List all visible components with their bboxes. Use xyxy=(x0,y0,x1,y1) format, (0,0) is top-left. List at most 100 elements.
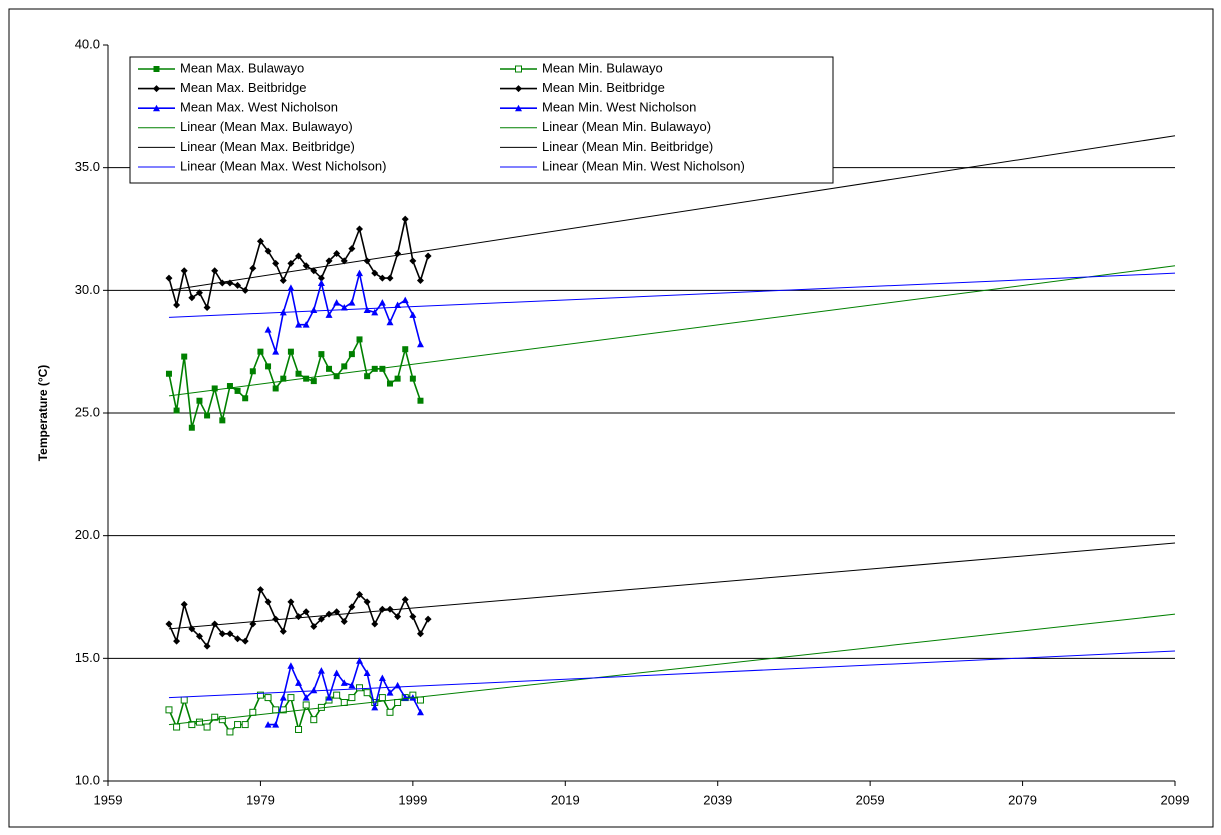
marker xyxy=(188,294,196,302)
marker xyxy=(153,85,160,93)
marker xyxy=(264,326,272,333)
marker xyxy=(317,274,325,282)
legend-box xyxy=(129,56,834,184)
marker xyxy=(317,615,325,623)
legend-label: Linear (Mean Min. Bulawayo) xyxy=(542,119,711,134)
marker xyxy=(325,694,333,701)
marker xyxy=(249,264,257,272)
series-line xyxy=(168,613,1176,726)
marker xyxy=(173,301,181,309)
legend: Mean Max. Bulawayo Mean Min. Bulawayo Mean… xyxy=(129,56,834,184)
marker xyxy=(242,395,249,402)
marker xyxy=(333,691,341,699)
marker xyxy=(371,703,379,711)
marker xyxy=(416,696,424,704)
marker xyxy=(219,417,226,424)
marker xyxy=(264,598,272,606)
marker xyxy=(211,620,219,628)
marker xyxy=(317,279,325,286)
marker xyxy=(195,718,203,726)
marker xyxy=(310,716,318,724)
marker xyxy=(363,306,371,313)
marker xyxy=(272,259,280,267)
marker xyxy=(279,277,287,285)
marker xyxy=(287,259,295,267)
legend-label: Mean Min. West Nicholson xyxy=(542,100,696,115)
legend-label: Linear (Mean Max. Beitbridge) xyxy=(180,139,355,154)
marker xyxy=(364,373,371,380)
marker xyxy=(416,277,424,285)
series-line xyxy=(168,542,1176,630)
marker xyxy=(272,615,280,623)
marker xyxy=(409,257,417,265)
marker xyxy=(173,637,181,645)
marker xyxy=(386,380,393,387)
marker xyxy=(401,595,409,603)
y-tick-label: 25.0 xyxy=(75,404,100,419)
marker xyxy=(265,363,272,370)
y-tick-label: 15.0 xyxy=(75,650,100,665)
marker xyxy=(302,608,310,616)
marker xyxy=(356,591,364,599)
marker xyxy=(295,370,302,377)
marker xyxy=(401,296,409,304)
series-line xyxy=(168,650,1176,699)
marker xyxy=(325,610,333,618)
marker xyxy=(295,252,303,260)
marker xyxy=(249,708,257,716)
marker xyxy=(203,723,211,731)
marker xyxy=(386,318,394,326)
marker xyxy=(272,706,280,714)
marker xyxy=(386,689,394,696)
marker xyxy=(348,603,356,611)
marker xyxy=(173,407,180,414)
marker xyxy=(348,245,356,253)
marker xyxy=(226,728,234,736)
marker xyxy=(363,669,371,677)
marker xyxy=(340,698,348,706)
marker xyxy=(204,412,211,419)
marker xyxy=(211,385,218,392)
marker xyxy=(326,365,333,372)
legend-label: Linear (Mean Max. Bulawayo) xyxy=(180,119,353,134)
marker xyxy=(394,613,402,621)
x-tick-label: 2059 xyxy=(856,792,885,807)
y-axis-label: Temperature (°C) xyxy=(36,365,50,462)
marker xyxy=(333,299,341,306)
marker xyxy=(378,299,386,306)
marker xyxy=(249,368,256,375)
marker xyxy=(165,620,173,628)
marker xyxy=(409,613,417,621)
marker xyxy=(348,694,356,702)
x-tick-label: 2099 xyxy=(1161,792,1190,807)
marker xyxy=(310,267,318,275)
x-tick-label: 1999 xyxy=(398,792,427,807)
x-tick-label: 2019 xyxy=(551,792,580,807)
marker xyxy=(363,689,371,697)
marker xyxy=(287,284,295,291)
x-tick-label: 1979 xyxy=(246,792,275,807)
marker xyxy=(340,304,348,311)
y-tick-label: 10.0 xyxy=(75,772,100,787)
marker xyxy=(180,600,188,608)
marker xyxy=(295,321,303,328)
marker xyxy=(317,667,325,674)
marker xyxy=(424,615,432,623)
marker xyxy=(173,723,181,731)
marker xyxy=(279,694,287,701)
marker xyxy=(280,375,287,382)
marker xyxy=(348,681,356,689)
marker xyxy=(218,716,226,724)
marker xyxy=(409,311,417,318)
marker xyxy=(356,657,364,664)
marker xyxy=(165,370,172,377)
marker xyxy=(295,679,303,686)
marker xyxy=(226,630,234,638)
marker xyxy=(325,311,333,318)
marker xyxy=(196,397,203,404)
y-tick-label: 40.0 xyxy=(75,36,100,51)
marker xyxy=(287,348,294,355)
legend-label: Linear (Mean Max. West Nicholson) xyxy=(180,158,386,173)
marker xyxy=(234,281,242,289)
marker xyxy=(310,622,318,630)
